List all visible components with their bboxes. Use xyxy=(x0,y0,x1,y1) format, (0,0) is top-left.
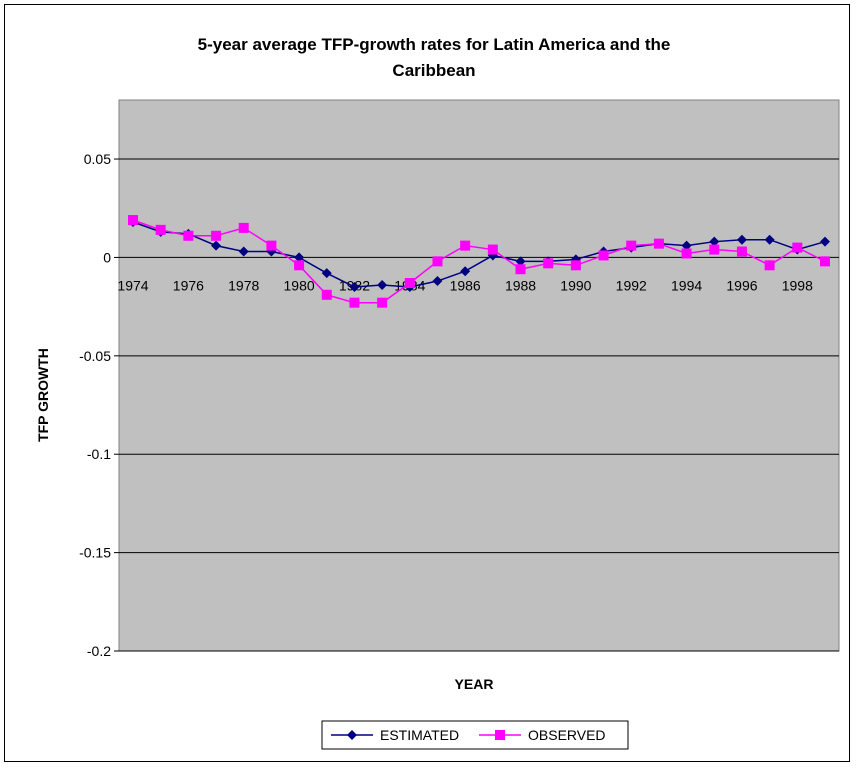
y-axis-title: TFP GROWTH xyxy=(35,348,51,442)
observed-point xyxy=(321,289,332,300)
y-tick-label: 0.05 xyxy=(84,151,111,167)
legend: ESTIMATED OBSERVED xyxy=(321,720,629,750)
observed-point xyxy=(377,297,388,308)
observed-point xyxy=(487,244,498,255)
x-tick-label: 1974 xyxy=(117,277,148,293)
observed-point xyxy=(736,246,747,257)
observed-point xyxy=(155,224,166,235)
observed-point xyxy=(626,240,637,251)
estimated-point xyxy=(736,234,747,245)
legend-item-estimated: ESTIMATED xyxy=(331,727,459,743)
x-tick-label: 1990 xyxy=(560,277,591,293)
legend-diamond-marker xyxy=(347,730,357,740)
chart-title-line-2: Caribbean xyxy=(392,61,475,80)
observed-point xyxy=(349,297,360,308)
x-tick-label: 1994 xyxy=(671,277,702,293)
gridlines xyxy=(119,158,839,652)
y-tick-label: -0.1 xyxy=(87,446,111,462)
x-tick-label: 1978 xyxy=(228,277,259,293)
observed-point xyxy=(266,240,277,251)
estimated-point xyxy=(460,266,471,277)
estimated-point xyxy=(820,236,830,247)
legend-label: ESTIMATED xyxy=(380,727,459,743)
estimated-point xyxy=(294,252,305,263)
estimated-point xyxy=(377,279,388,290)
x-tick-label: 1998 xyxy=(782,277,813,293)
observed-point xyxy=(764,260,775,271)
observed-point xyxy=(460,240,471,251)
series-layer xyxy=(128,215,830,308)
estimated-point xyxy=(681,240,692,251)
x-tick-label: 1976 xyxy=(173,277,204,293)
x-tick-label: 1996 xyxy=(726,277,757,293)
observed-point xyxy=(211,230,222,241)
x-tick-label: 1986 xyxy=(450,277,481,293)
observed-point xyxy=(238,222,249,233)
observed-point xyxy=(570,260,581,271)
y-tick-label: -0.2 xyxy=(87,643,111,659)
x-tick-label: 1988 xyxy=(505,277,536,293)
y-tick-label: 0 xyxy=(103,249,111,265)
observed-point xyxy=(543,258,554,269)
estimated-point xyxy=(238,246,249,257)
observed-point xyxy=(598,250,609,261)
observed-point xyxy=(681,248,692,259)
estimated-point xyxy=(321,268,332,279)
legend-item-observed: OBSERVED xyxy=(479,727,606,743)
estimated-point xyxy=(349,281,360,292)
observed-point xyxy=(792,242,803,253)
y-axis-ticks: 0.05 0 -0.05 -0.1 -0.15 -0.2 xyxy=(79,151,119,659)
observed-point xyxy=(128,215,138,226)
x-tick-label: 1980 xyxy=(284,277,315,293)
observed-point xyxy=(709,244,720,255)
legend-label: OBSERVED xyxy=(528,727,606,743)
observed-point xyxy=(820,256,830,267)
observed-point xyxy=(294,260,305,271)
estimated-point xyxy=(515,256,526,267)
estimated-point xyxy=(211,240,222,251)
x-axis-ticks: 1974197619781980198219841986198819901992… xyxy=(117,277,813,293)
observed-point xyxy=(404,278,415,289)
x-axis-title: YEAR xyxy=(455,676,494,692)
observed-point xyxy=(432,256,443,267)
plot-area xyxy=(118,99,840,652)
estimated-point xyxy=(432,276,443,287)
x-tick-label: 1992 xyxy=(616,277,647,293)
y-tick-label: -0.05 xyxy=(79,348,111,364)
observed-point xyxy=(183,230,194,241)
observed-point xyxy=(653,238,664,249)
estimated-point xyxy=(764,234,775,245)
series-observed xyxy=(128,215,830,308)
estimated-point xyxy=(709,236,720,247)
observed-point xyxy=(515,264,526,275)
chart-title-line-1: 5-year average TFP-growth rates for Lati… xyxy=(198,35,671,54)
y-tick-label: -0.15 xyxy=(79,545,111,561)
legend-square-marker xyxy=(495,730,505,740)
